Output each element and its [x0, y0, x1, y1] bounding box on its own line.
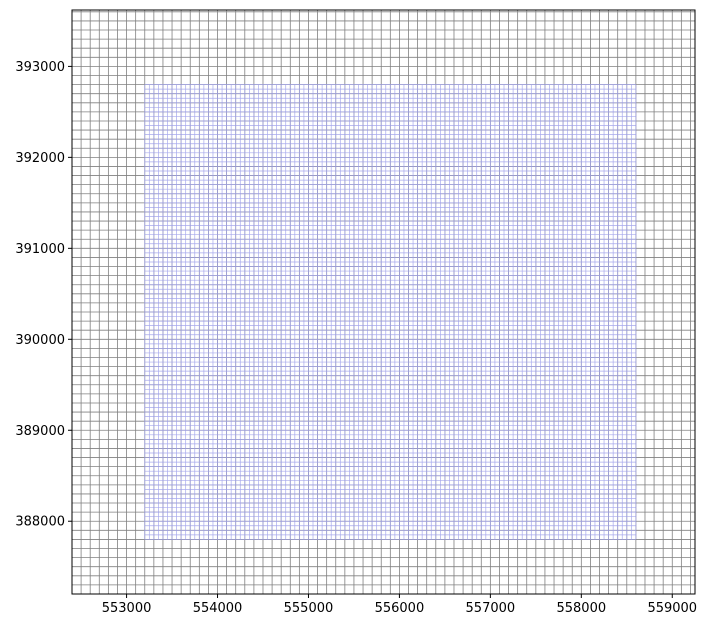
x-tick-label: 558000: [556, 601, 606, 616]
x-tick-label: 559000: [647, 601, 697, 616]
y-tick-label: 392000: [15, 151, 65, 166]
x-tick-label: 557000: [466, 601, 516, 616]
grid-lines: [144, 84, 637, 540]
refined-model-grid: [144, 84, 637, 540]
x-axis: 553000 554000 555000 556000 557000 558000 5590…: [102, 594, 697, 616]
y-tick-label: 388000: [15, 515, 65, 530]
y-tick-label: 390000: [15, 333, 65, 348]
x-tick-label: 554000: [193, 601, 243, 616]
y-tick-label: 391000: [15, 242, 65, 257]
y-tick-label: 393000: [15, 60, 65, 75]
y-tick-label: 389000: [15, 424, 65, 439]
y-axis: 388000 389000 390000 391000 392000 393000: [15, 60, 72, 530]
x-tick-label: 555000: [284, 601, 334, 616]
axes-frame: [71, 9, 696, 595]
x-tick-label: 553000: [102, 601, 152, 616]
x-tick-label: 556000: [375, 601, 425, 616]
